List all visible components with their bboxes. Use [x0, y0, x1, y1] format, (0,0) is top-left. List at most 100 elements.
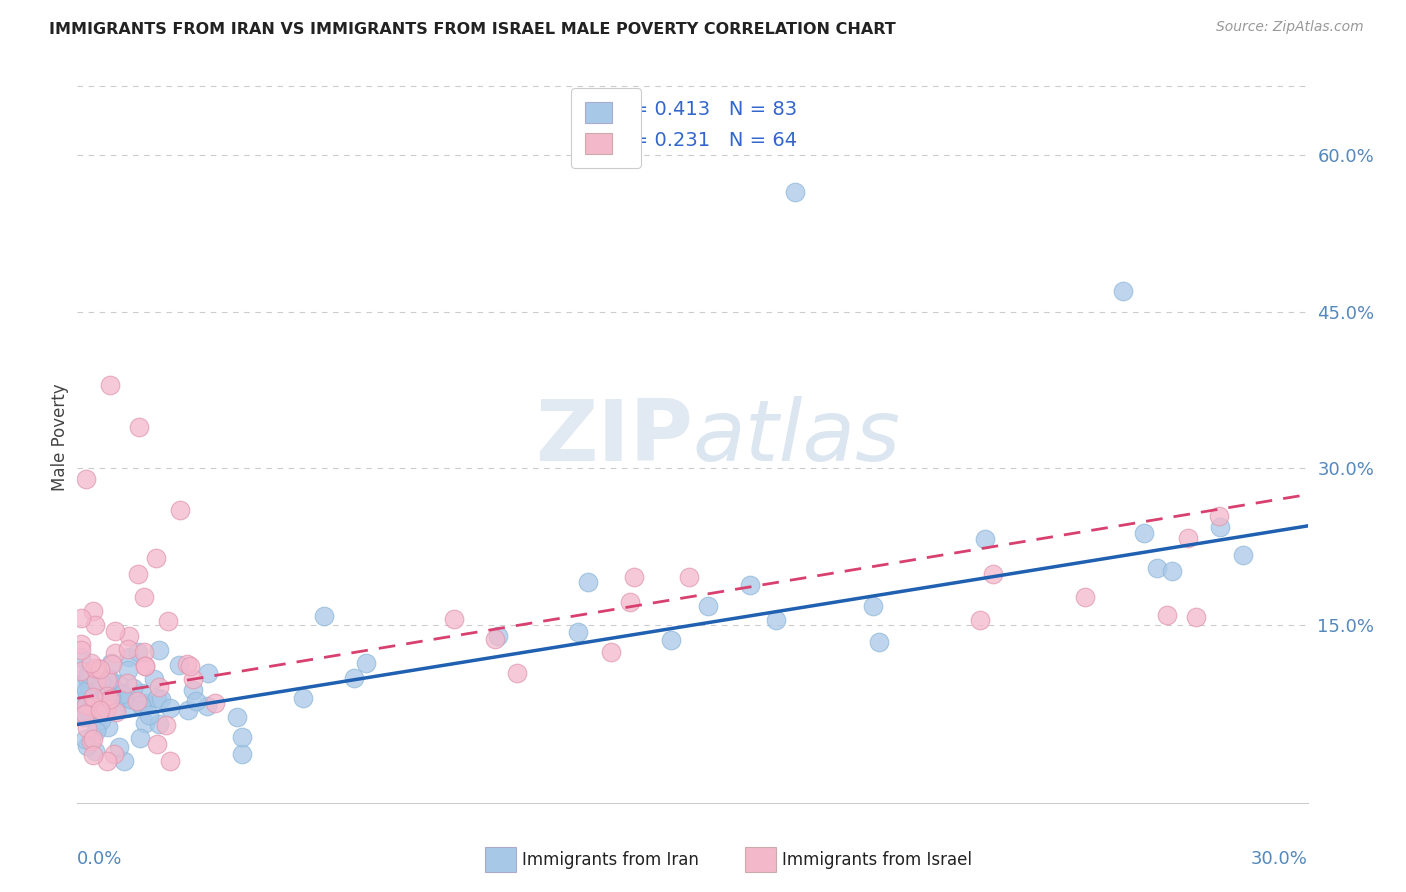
Point	[291, 691, 314, 706]
Point	[84, 674, 107, 689]
Point	[90, 713, 112, 727]
Point	[868, 635, 890, 649]
Point	[83, 743, 105, 757]
Text: Source: ZipAtlas.com: Source: ZipAtlas.com	[1216, 20, 1364, 34]
Point	[765, 613, 787, 627]
Point	[134, 658, 156, 673]
Point	[1208, 509, 1230, 524]
Point	[204, 696, 226, 710]
Point	[181, 672, 204, 686]
Text: Immigrants from Iran: Immigrants from Iran	[522, 851, 699, 869]
Point	[134, 659, 156, 673]
Point	[486, 629, 509, 643]
Point	[150, 692, 173, 706]
Text: R = 0.231   N = 64: R = 0.231 N = 64	[613, 131, 797, 151]
Point	[131, 698, 153, 712]
Point	[94, 686, 117, 700]
Point	[111, 690, 134, 705]
Point	[84, 661, 107, 675]
Point	[98, 692, 121, 706]
Point	[70, 677, 93, 691]
Point	[1160, 564, 1182, 578]
Point	[738, 578, 761, 592]
Point	[96, 754, 118, 768]
Point	[118, 692, 141, 706]
Point	[484, 632, 506, 646]
Point	[659, 632, 682, 647]
Point	[73, 710, 96, 724]
Point	[97, 698, 120, 713]
Point	[696, 599, 718, 613]
Point	[1177, 531, 1199, 545]
Point	[1156, 607, 1178, 622]
Point	[82, 690, 104, 705]
Point	[1209, 520, 1232, 534]
Point	[84, 617, 107, 632]
Point	[132, 590, 155, 604]
Point	[70, 650, 93, 665]
Point	[79, 680, 101, 694]
Point	[75, 698, 97, 712]
Text: 0.0%: 0.0%	[77, 850, 122, 868]
Point	[159, 701, 181, 715]
Point	[134, 696, 156, 710]
Point	[103, 747, 125, 761]
Point	[1133, 526, 1156, 541]
Point	[97, 672, 120, 686]
Point	[1074, 591, 1097, 605]
Point	[96, 689, 118, 703]
Point	[176, 657, 198, 672]
Point	[157, 615, 180, 629]
Point	[76, 667, 98, 681]
Point	[197, 665, 219, 680]
Point	[127, 566, 149, 581]
Point	[148, 643, 170, 657]
Point	[75, 684, 97, 698]
Point	[115, 676, 138, 690]
Point	[226, 710, 249, 724]
Point	[82, 747, 104, 762]
Point	[76, 690, 98, 705]
Point	[76, 671, 98, 685]
Point	[506, 666, 529, 681]
Point	[107, 739, 129, 754]
Point	[138, 708, 160, 723]
Point	[94, 702, 117, 716]
Point	[231, 747, 253, 761]
Point	[148, 717, 170, 731]
Point	[104, 647, 127, 661]
Text: R = 0.413   N = 83: R = 0.413 N = 83	[613, 100, 797, 119]
Point	[112, 754, 135, 768]
Point	[82, 700, 104, 714]
Point	[76, 739, 98, 753]
Point	[148, 680, 170, 694]
Point	[70, 643, 93, 657]
Point	[118, 649, 141, 664]
Point	[70, 665, 93, 679]
Point	[981, 566, 1004, 581]
Point	[97, 720, 120, 734]
Point	[80, 656, 103, 670]
Point	[117, 641, 139, 656]
Point	[89, 662, 111, 676]
Point	[195, 698, 218, 713]
Point	[1232, 549, 1254, 563]
Point	[89, 702, 111, 716]
Point	[973, 532, 995, 546]
Point	[105, 706, 128, 720]
Point	[76, 721, 98, 735]
Point	[100, 690, 122, 705]
Point	[314, 609, 336, 624]
Point	[122, 681, 145, 695]
Point	[179, 659, 201, 673]
Point	[567, 624, 589, 639]
Point	[343, 671, 366, 685]
Point	[70, 702, 93, 716]
Point	[862, 599, 884, 613]
Point	[177, 703, 200, 717]
Point	[84, 700, 107, 714]
Point	[107, 677, 129, 691]
Point	[75, 732, 97, 747]
Point	[96, 673, 118, 687]
Point	[86, 720, 108, 734]
